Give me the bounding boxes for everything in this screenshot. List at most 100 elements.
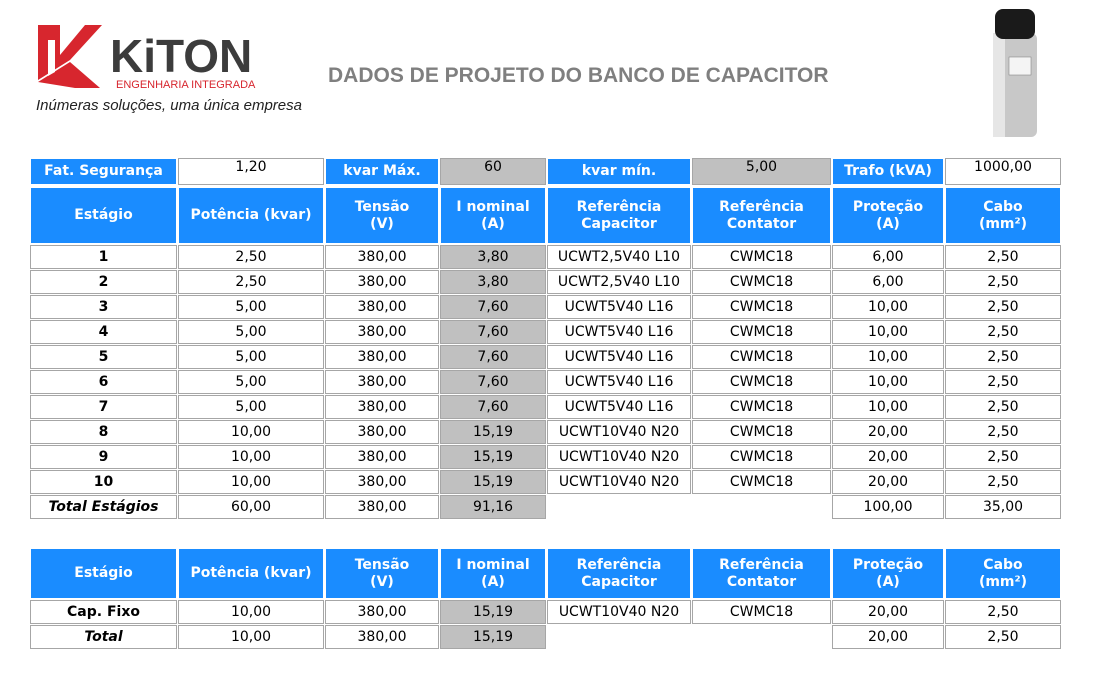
cell: 2,50 [945,470,1061,494]
cell: kvar mín. [547,158,691,185]
empty-cell [547,625,831,649]
cell: 2,50 [178,245,324,269]
cell: CWMC18 [692,600,831,624]
cell: 2,50 [945,320,1061,344]
cell: 2,50 [945,445,1061,469]
cell: 15,19 [440,470,546,494]
cell: 2,50 [945,395,1061,419]
capacitor-label [1008,56,1032,76]
logo: KiTON ENGENHARIA INTEGRADA Inúmeras solu… [36,25,302,114]
cell: 2,50 [945,370,1061,394]
cell: 10,00 [178,600,324,624]
cell: 20,00 [832,470,944,494]
cell: 7,60 [440,370,546,394]
cell: Referência Contator [692,187,831,244]
cell: 380,00 [325,420,439,444]
empty-cell [547,495,831,519]
cell: 60,00 [178,495,324,519]
cell: CWMC18 [692,420,831,444]
cell: CWMC18 [692,245,831,269]
cell: 10,00 [178,420,324,444]
cell: 10,00 [178,470,324,494]
cell: 5,00 [178,370,324,394]
cell: 6,00 [832,270,944,294]
cell: UCWT10V40 N20 [547,470,691,494]
cell: Proteção (A) [832,187,944,244]
cell: 2,50 [945,600,1061,624]
cell: 2,50 [945,345,1061,369]
cell: 380,00 [325,495,439,519]
cell: 2,50 [945,295,1061,319]
cell: 380,00 [325,445,439,469]
logo-tagline: Inúmeras soluções, uma única empresa [36,97,302,114]
cell: CWMC18 [692,320,831,344]
cell: Cabo (mm²) [945,548,1061,599]
cell: 9 [30,445,177,469]
cell: Estágio [30,187,177,244]
logo-subtitle: ENGENHARIA INTEGRADA [116,79,256,91]
cell: 2 [30,270,177,294]
cell: 3,80 [440,270,546,294]
cell: 5 [30,345,177,369]
cell: UCWT5V40 L16 [547,395,691,419]
cell: Proteção (A) [832,548,944,599]
cell: 20,00 [832,445,944,469]
cell: Trafo (kVA) [832,158,944,185]
cell: 7,60 [440,395,546,419]
cell: 2,50 [178,270,324,294]
cell: 5,00 [178,345,324,369]
cell: Referência Capacitor [547,187,691,244]
cell: Fat. Segurança [30,158,177,185]
cell: CWMC18 [692,445,831,469]
cell: 5,00 [692,158,831,185]
cell: 3,80 [440,245,546,269]
cell: 100,00 [832,495,944,519]
cell: 91,16 [440,495,546,519]
cell: CWMC18 [692,395,831,419]
cell: 3 [30,295,177,319]
cell: 10 [30,470,177,494]
capacitor-image [993,9,1037,137]
cell: 380,00 [325,395,439,419]
logo-name: KiTON [110,30,252,82]
cell: 15,19 [440,625,546,649]
cell: UCWT2,5V40 L10 [547,270,691,294]
cell: 8 [30,420,177,444]
cell: CWMC18 [692,270,831,294]
cell: 380,00 [325,270,439,294]
cell: 1,20 [178,158,324,185]
capacitor-cap [995,9,1035,39]
cell: 2,50 [945,625,1061,649]
cell: 380,00 [325,345,439,369]
cell: Tensão (V) [325,548,439,599]
cell: 60 [440,158,546,185]
capacitor-highlight [993,33,1005,137]
cell: CWMC18 [692,470,831,494]
cell: 15,19 [440,600,546,624]
cell: 2,50 [945,420,1061,444]
cell: 20,00 [832,625,944,649]
cell: UCWT5V40 L16 [547,295,691,319]
cell: 380,00 [325,320,439,344]
cell: Referência Contator [692,548,831,599]
cell: 2,50 [945,245,1061,269]
cell: UCWT2,5V40 L10 [547,245,691,269]
logo-mark [38,62,100,88]
cell: I nominal (A) [440,187,546,244]
cell: Potência (kvar) [178,548,324,599]
cell: CWMC18 [692,295,831,319]
cell: 380,00 [325,245,439,269]
cell: 4 [30,320,177,344]
cell: 380,00 [325,370,439,394]
cell: I nominal (A) [440,548,546,599]
cell: 380,00 [325,295,439,319]
cell: CWMC18 [692,345,831,369]
cell: 380,00 [325,625,439,649]
cell: 7,60 [440,345,546,369]
cell: 10,00 [178,625,324,649]
cell: 15,19 [440,420,546,444]
cell: 2,50 [945,270,1061,294]
cell: 7 [30,395,177,419]
cell: UCWT5V40 L16 [547,320,691,344]
cell: 10,00 [832,320,944,344]
